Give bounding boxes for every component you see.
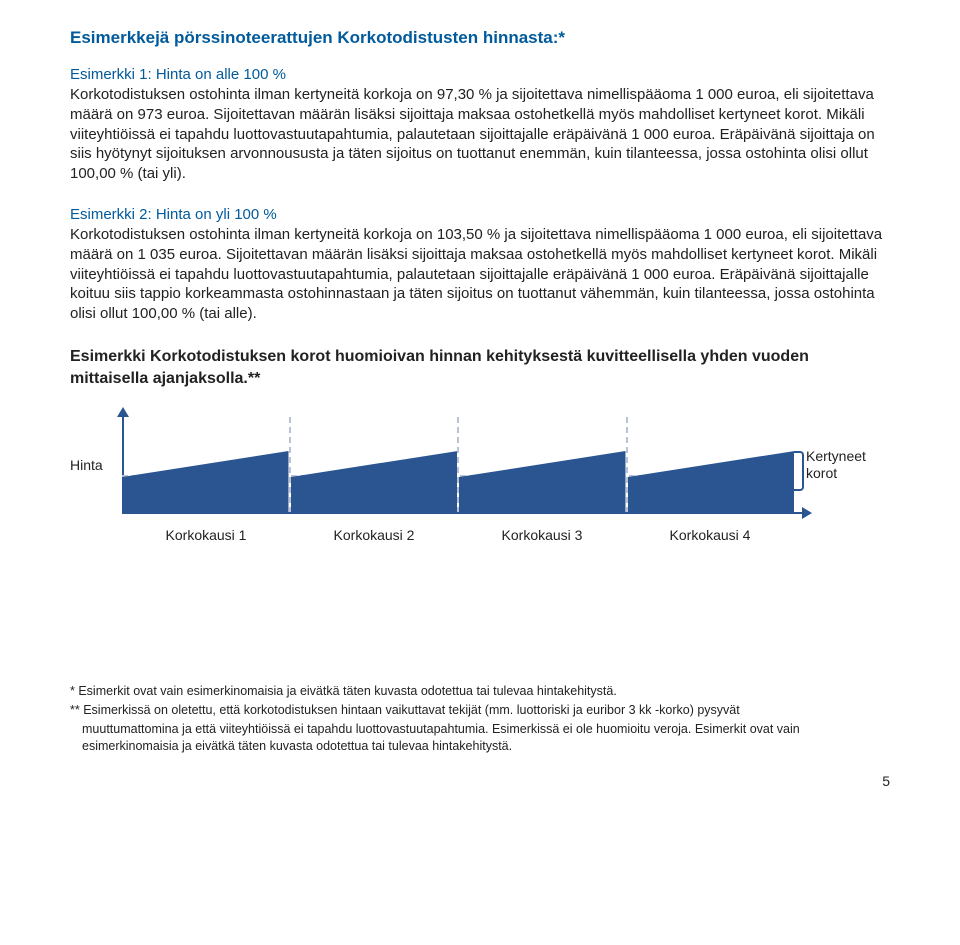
footnote-1: * Esimerkit ovat vain esimerkinomaisia j…	[70, 683, 890, 700]
chart-x-label: Korkokausi 2	[290, 527, 458, 543]
chart-x-label: Korkokausi 1	[122, 527, 290, 543]
example-1-body: Korkotodistuksen ostohinta ilman kertyne…	[70, 85, 890, 184]
y-axis-arrow-icon	[117, 407, 129, 417]
chart-x-label: Korkokausi 3	[458, 527, 626, 543]
chart-y-label: Hinta	[70, 457, 122, 473]
footnote-2a: ** Esimerkissä on oletettu, että korkoto…	[70, 702, 890, 719]
example-1: Esimerkki 1: Hinta on alle 100 % Korkoto…	[70, 66, 890, 184]
chart-x-label: Korkokausi 4	[626, 527, 794, 543]
page-number: 5	[70, 773, 890, 789]
chart-period	[459, 417, 628, 513]
chart-right-label: Kertyneet korot	[794, 448, 890, 482]
page-title: Esimerkkejä pörssinoteerattujen Korkotod…	[70, 28, 890, 48]
x-axis-line	[122, 512, 804, 514]
chart-plot-area	[122, 417, 794, 513]
footnotes: * Esimerkit ovat vain esimerkinomaisia j…	[70, 683, 890, 755]
example-2: Esimerkki 2: Hinta on yli 100 % Korkotod…	[70, 206, 890, 324]
price-chart: Hinta Kertyneet korot Korkokausi 1Korkok…	[70, 417, 890, 543]
chart-period	[628, 417, 795, 513]
chart-period	[291, 417, 460, 513]
example-2-title: Esimerkki 2: Hinta on yli 100 %	[70, 206, 890, 223]
x-axis-arrow-icon	[802, 507, 812, 519]
chart-period	[122, 417, 291, 513]
footnote-2b: muuttumattomina ja että viiteyhtiöissä e…	[70, 721, 890, 755]
chart-section-title: Esimerkki Korkotodistuksen korot huomioi…	[70, 346, 890, 389]
chart-x-labels: Korkokausi 1Korkokausi 2Korkokausi 3Kork…	[122, 527, 794, 543]
example-2-body: Korkotodistuksen ostohinta ilman kertyne…	[70, 225, 890, 324]
example-1-title: Esimerkki 1: Hinta on alle 100 %	[70, 66, 890, 83]
bracket-icon	[794, 451, 804, 491]
chart-periods	[122, 417, 794, 513]
